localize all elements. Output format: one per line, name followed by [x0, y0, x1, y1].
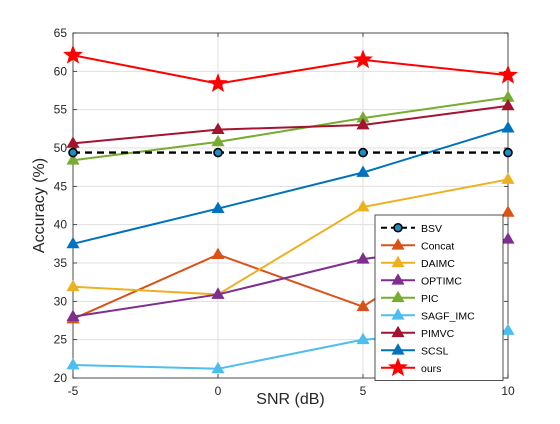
legend-label: ours	[421, 363, 441, 375]
legend-label: Concat	[421, 240, 454, 252]
y-tick-label: 30	[54, 294, 68, 308]
y-tick-label: 40	[54, 218, 68, 232]
data-point-sagf-imc	[67, 359, 78, 369]
legend-label: PIC	[421, 293, 439, 305]
y-tick-label: 45	[54, 179, 68, 193]
series-ours	[64, 46, 516, 91]
data-point-scsl	[502, 122, 513, 132]
legend-label: SCSL	[421, 345, 449, 357]
x-tick-label: -5	[68, 384, 79, 398]
legend-label: BSV	[421, 223, 442, 235]
legend-label: SAGF_IMC	[421, 310, 475, 322]
series-line-pic	[73, 97, 508, 160]
y-tick-label: 65	[54, 26, 68, 40]
y-tick-label: 20	[54, 371, 68, 385]
data-point-daimc	[502, 173, 513, 183]
data-point-concat	[502, 206, 513, 216]
data-point-bsv	[69, 149, 77, 157]
series-line-pimvc	[73, 106, 508, 144]
x-tick-label: 5	[360, 384, 367, 398]
y-tick-label: 60	[54, 64, 68, 78]
legend-label: OPTIMC	[421, 275, 462, 287]
data-point-bsv	[359, 149, 367, 157]
data-point-optimc	[502, 233, 513, 243]
data-point-bsv	[504, 149, 512, 157]
y-axis-label: Accuracy (%)	[31, 158, 48, 253]
legend-marker	[394, 224, 402, 232]
y-tick-label: 35	[54, 256, 68, 270]
legend: BSV Concat DAIMC OPTIMC PIC SAGF_IMC PIMVC SCSL…	[375, 215, 503, 381]
y-tick-label: 50	[54, 141, 68, 155]
data-point-concat	[212, 249, 223, 259]
x-axis-label: SNR (dB)	[256, 391, 324, 408]
legend-label: DAIMC	[421, 258, 455, 270]
x-tick-label: 10	[501, 384, 515, 398]
x-tick-label: 0	[215, 384, 222, 398]
data-point-daimc	[67, 281, 78, 291]
legend-label: PIMVC	[421, 328, 455, 340]
series-line-ours	[73, 55, 508, 83]
data-point-sagf-imc	[502, 324, 513, 334]
data-point-bsv	[214, 149, 222, 157]
y-tick-label: 25	[54, 333, 68, 347]
y-tick-label: 55	[54, 103, 68, 117]
series-bsv	[69, 149, 512, 157]
